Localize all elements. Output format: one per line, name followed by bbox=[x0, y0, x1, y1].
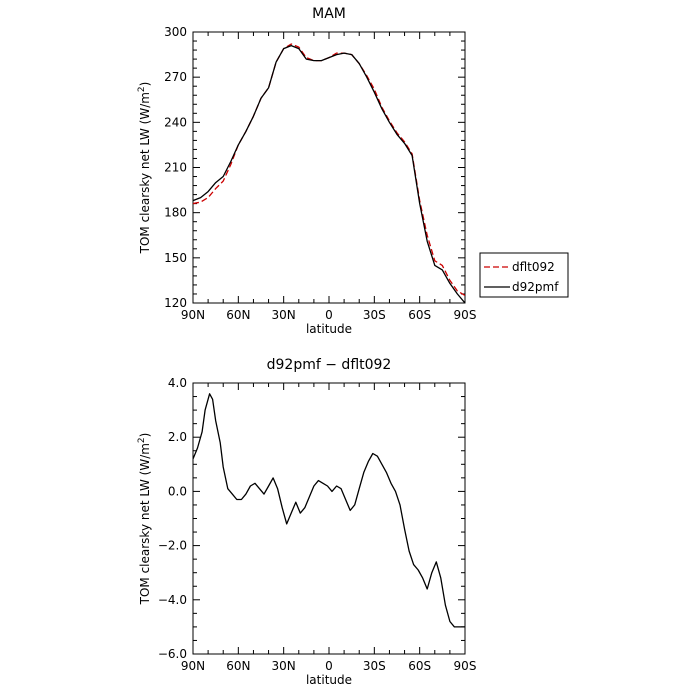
chart-panel-2: d92pmf − dflt092 90N 60N 30N 0 30S 60S 90S −6.0 −… bbox=[137, 357, 476, 687]
legend: dflt092 d92pmf bbox=[479, 252, 569, 298]
y-tick-label: 210 bbox=[164, 161, 187, 175]
x-tick-label: 60N bbox=[226, 659, 250, 673]
x-tick-label: 60N bbox=[226, 308, 250, 322]
chart-title: MAM bbox=[312, 6, 346, 22]
y-tick-label: 0.0 bbox=[168, 484, 187, 498]
x-tick-label: 60S bbox=[408, 659, 431, 673]
plot-frame bbox=[192, 31, 466, 304]
x-tick-label: 90S bbox=[454, 308, 477, 322]
y-tick-label: 300 bbox=[164, 25, 187, 39]
legend-label-dflt092: dflt092 bbox=[512, 260, 555, 274]
y-tick-label: 180 bbox=[164, 206, 187, 220]
x-tick-label: 0 bbox=[325, 659, 333, 673]
x-tick-label: 90S bbox=[454, 659, 477, 673]
x-axis-title: latitude bbox=[306, 673, 352, 687]
y-tick-label: 150 bbox=[164, 251, 187, 265]
x-axis-title: latitude bbox=[306, 322, 352, 336]
x-tick-label: 0 bbox=[325, 308, 333, 322]
plot-frame bbox=[192, 382, 466, 655]
y-tick-label: 4.0 bbox=[168, 376, 187, 390]
x-tick-label: 90N bbox=[181, 659, 205, 673]
chart-title: d92pmf − dflt092 bbox=[267, 357, 392, 373]
y-tick-label: −6.0 bbox=[158, 647, 187, 661]
y-tick-label: −4.0 bbox=[158, 593, 187, 607]
series-line-series-1 bbox=[193, 393, 465, 628]
y-tick-label: −2.0 bbox=[158, 539, 187, 553]
series-line-dflt092 bbox=[193, 43, 465, 297]
legend-label-d92pmf: d92pmf bbox=[512, 280, 559, 294]
x-tick-label: 30S bbox=[363, 659, 386, 673]
chart-panel-1: MAM 90N 60N 30N 0 30S 60S 90S 120 150 180 210 240 270… bbox=[137, 6, 569, 336]
y-axis-title: TOM clearsky net LW (W/m2) bbox=[137, 433, 152, 606]
y-tick-label: 270 bbox=[164, 70, 187, 84]
y-tick-label: 240 bbox=[164, 115, 187, 129]
y-tick-label: 2.0 bbox=[168, 430, 187, 444]
series-line-d92pmf bbox=[193, 44, 465, 303]
x-tick-label: 30N bbox=[272, 308, 296, 322]
y-tick-label: 120 bbox=[164, 296, 187, 310]
x-tick-label: 90N bbox=[181, 308, 205, 322]
x-tick-label: 30N bbox=[272, 659, 296, 673]
x-tick-label: 30S bbox=[363, 308, 386, 322]
y-axis-title: TOM clearsky net LW (W/m2) bbox=[137, 82, 152, 255]
x-tick-label: 60S bbox=[408, 308, 431, 322]
legend-box bbox=[479, 252, 569, 298]
